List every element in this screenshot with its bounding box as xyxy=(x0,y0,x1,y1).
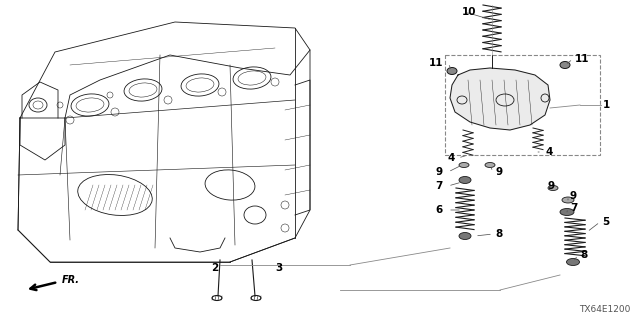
Ellipse shape xyxy=(560,209,574,215)
Polygon shape xyxy=(450,68,550,130)
Text: 7: 7 xyxy=(436,181,443,191)
Ellipse shape xyxy=(566,259,579,266)
Text: 5: 5 xyxy=(602,217,609,227)
Text: 4: 4 xyxy=(447,153,455,163)
Ellipse shape xyxy=(447,68,457,75)
Text: FR.: FR. xyxy=(62,275,80,285)
Text: 3: 3 xyxy=(275,263,282,273)
Ellipse shape xyxy=(562,197,574,203)
Text: 11: 11 xyxy=(429,58,443,68)
Text: 9: 9 xyxy=(495,167,502,177)
Ellipse shape xyxy=(459,233,471,239)
Text: 4: 4 xyxy=(545,147,552,157)
Text: 7: 7 xyxy=(570,203,577,213)
Text: 6: 6 xyxy=(436,205,443,215)
Ellipse shape xyxy=(485,163,495,167)
Text: 10: 10 xyxy=(462,7,477,17)
Text: 2: 2 xyxy=(211,263,218,273)
Ellipse shape xyxy=(560,61,570,68)
Bar xyxy=(445,55,600,155)
Ellipse shape xyxy=(459,163,469,167)
Text: 11: 11 xyxy=(575,54,589,64)
Ellipse shape xyxy=(459,177,471,183)
Text: 8: 8 xyxy=(580,250,588,260)
Text: TX64E1200: TX64E1200 xyxy=(579,305,630,314)
Ellipse shape xyxy=(548,186,558,190)
Text: 9: 9 xyxy=(570,191,577,201)
Text: 9: 9 xyxy=(548,181,555,191)
Text: 9: 9 xyxy=(436,167,443,177)
Text: 1: 1 xyxy=(603,100,611,110)
Text: 8: 8 xyxy=(495,229,502,239)
